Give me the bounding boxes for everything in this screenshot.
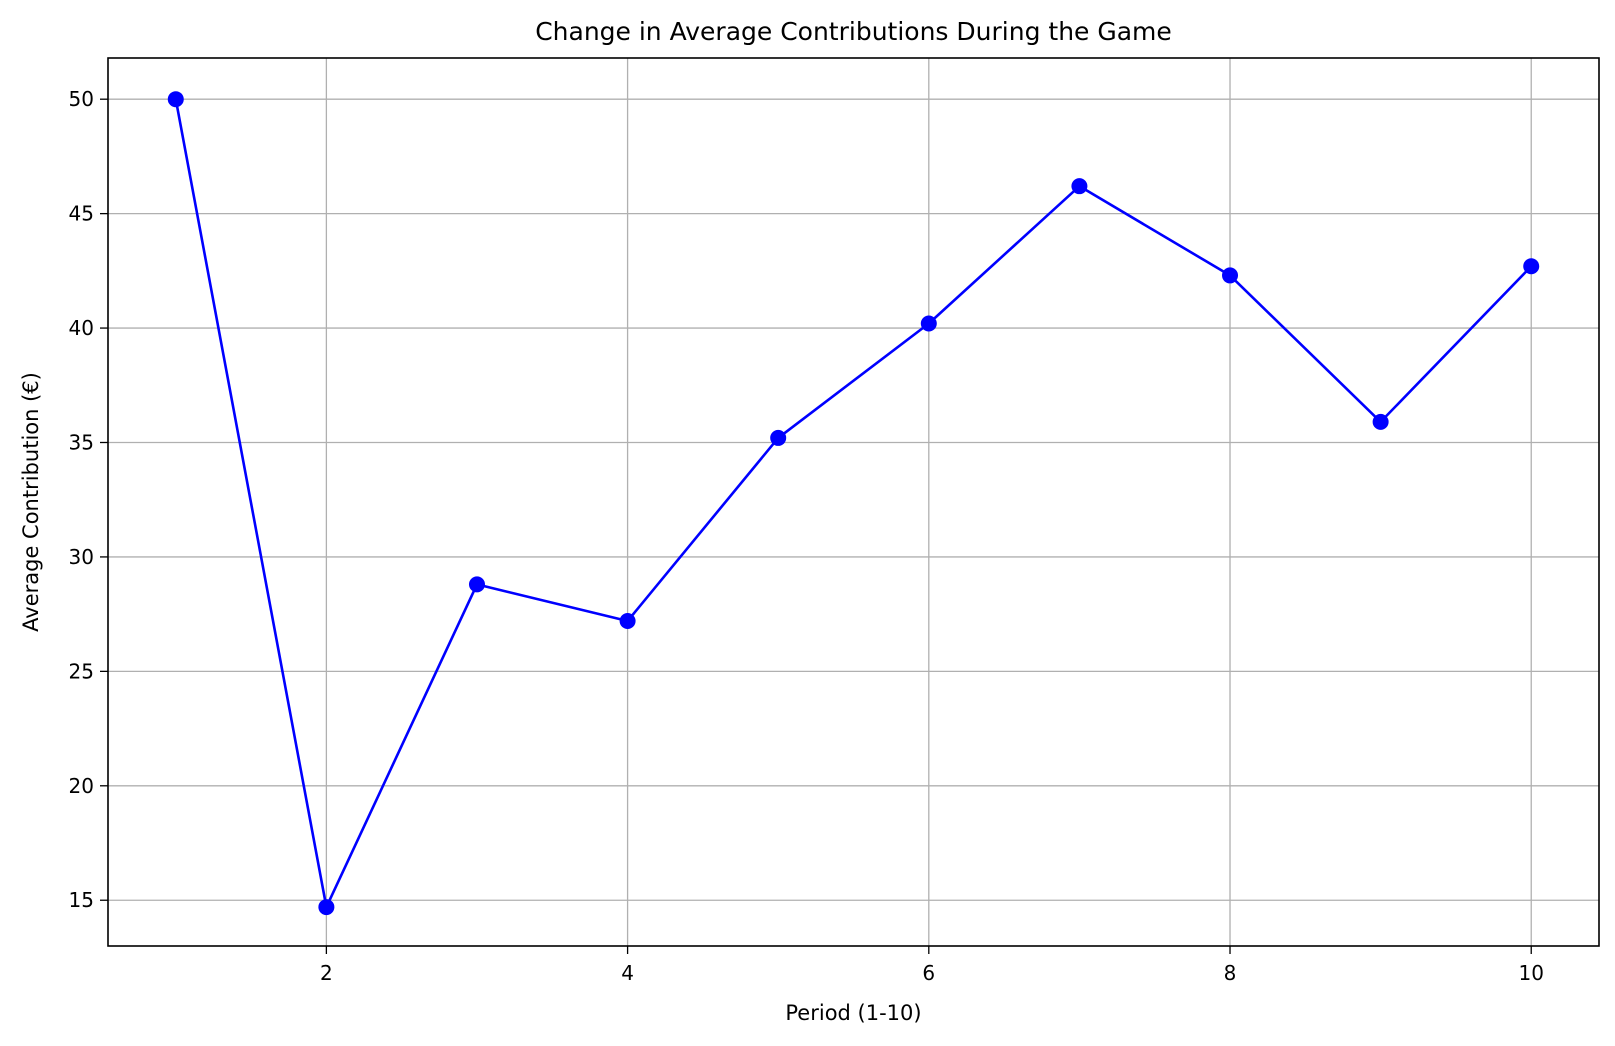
x-tick-label: 8 — [1224, 961, 1237, 985]
data-point — [318, 899, 335, 916]
y-tick-label: 30 — [69, 545, 94, 569]
y-tick-label: 40 — [69, 316, 94, 340]
x-tick-label: 4 — [621, 961, 634, 985]
x-axis-title: Period (1-10) — [785, 1001, 921, 1025]
data-point — [1523, 258, 1540, 275]
data-point — [619, 613, 636, 630]
series-line — [174, 98, 1533, 909]
y-tick-label: 45 — [69, 202, 94, 226]
plot-frame — [107, 57, 1600, 947]
y-axis-title: Average Contribution (€) — [19, 372, 43, 632]
data-point — [167, 91, 184, 108]
x-tick-label: 10 — [1519, 961, 1544, 985]
y-tick-label: 25 — [69, 659, 94, 683]
y-tick-label: 35 — [69, 430, 94, 454]
data-point — [468, 576, 485, 593]
series-layer — [167, 91, 1540, 916]
data-point — [1071, 178, 1088, 195]
y-tick-label: 50 — [69, 87, 94, 111]
data-point — [1222, 267, 1239, 284]
x-tick-label: 2 — [320, 961, 333, 985]
data-point — [920, 315, 937, 332]
data-point — [1372, 413, 1389, 430]
ticks: 2 4 6 8 10 15 20 25 30 35 40 45 50 — [69, 87, 1544, 985]
data-point — [770, 429, 787, 446]
grid — [108, 58, 1599, 946]
chart-title: Change in Average Contributions During t… — [535, 17, 1172, 46]
y-tick-label: 15 — [69, 888, 94, 912]
y-tick-label: 20 — [69, 774, 94, 798]
x-tick-label: 6 — [922, 961, 935, 985]
